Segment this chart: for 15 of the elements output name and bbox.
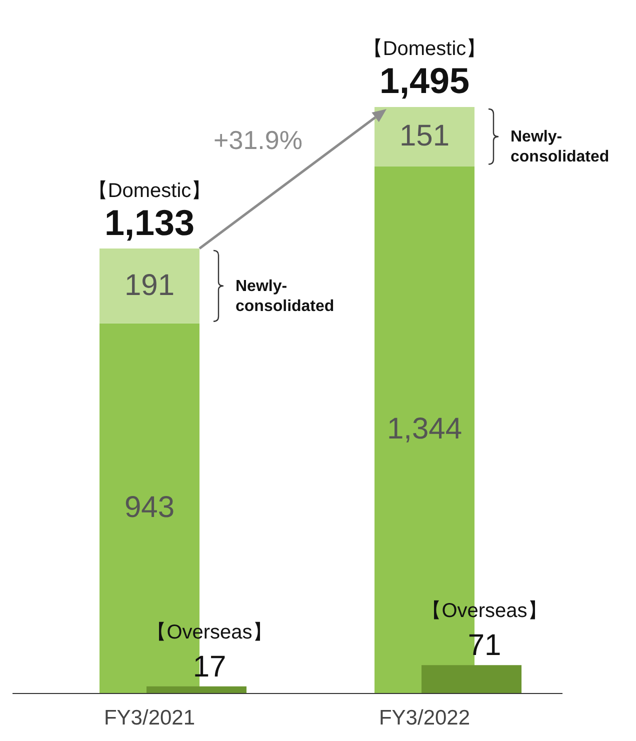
x-tick-label: FY3/2022 (378, 706, 470, 730)
data-label: 151 (399, 120, 450, 153)
annotation: 1,495 (379, 60, 470, 101)
bar (100, 248, 200, 324)
x-tick-label: FY3/2021 (104, 706, 196, 730)
data-label: 191 (124, 268, 175, 302)
annotation: +31.9% (214, 124, 302, 155)
text: Newly-consolidated (236, 278, 334, 315)
text: Newly-consolidated (510, 128, 610, 166)
annotation: 1,133 (104, 202, 195, 243)
annotation: 【Domestic】 (362, 38, 486, 60)
bar (374, 107, 474, 166)
data-label: 943 (124, 491, 175, 524)
data-label: 1,344 (386, 412, 462, 446)
annotation: 【Domestic】 (88, 180, 212, 202)
